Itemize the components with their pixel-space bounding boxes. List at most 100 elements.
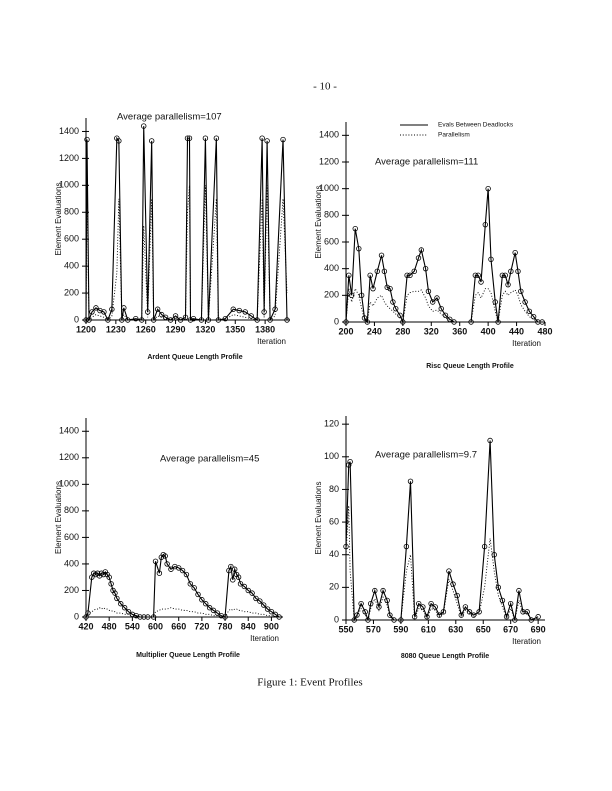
y-tick-label: 1200 xyxy=(59,153,79,163)
x-axis-label: Iteration xyxy=(250,634,279,643)
series-line xyxy=(85,607,280,618)
x-tick-label: 480 xyxy=(537,326,552,336)
data-point xyxy=(505,281,511,288)
data-point xyxy=(177,317,184,323)
data-point xyxy=(264,606,271,612)
data-point xyxy=(183,571,190,578)
x-tick-label: 420 xyxy=(78,621,93,631)
data-point xyxy=(356,245,362,252)
data-point xyxy=(105,317,111,323)
data-point xyxy=(530,313,537,320)
data-point xyxy=(364,319,371,325)
y-tick-label: 1000 xyxy=(59,479,79,489)
data-point xyxy=(133,315,139,322)
data-point xyxy=(482,221,488,228)
y-axis-label: Element Evaluations xyxy=(54,183,63,256)
data-point xyxy=(222,315,229,322)
data-point xyxy=(367,272,373,279)
data-point xyxy=(512,249,518,256)
data-point xyxy=(235,574,242,580)
x-tick-label: 570 xyxy=(366,624,381,634)
data-point xyxy=(424,614,430,620)
data-point xyxy=(187,581,193,587)
data-point xyxy=(260,602,267,608)
y-tick-label: 600 xyxy=(64,234,79,244)
x-tick-label: 660 xyxy=(171,621,186,631)
x-tick-label: 650 xyxy=(476,624,491,634)
data-point xyxy=(442,312,449,319)
data-point xyxy=(454,592,460,599)
data-point xyxy=(106,574,112,580)
y-tick-label: 100 xyxy=(324,451,339,461)
x-tick-label: 720 xyxy=(194,621,209,631)
x-tick-label: 440 xyxy=(509,326,524,336)
data-point xyxy=(168,566,174,572)
y-tick-label: 800 xyxy=(324,210,339,220)
data-point xyxy=(526,308,533,315)
data-point xyxy=(83,317,89,323)
data-point xyxy=(481,543,488,550)
data-point xyxy=(276,614,282,620)
data-point xyxy=(503,614,510,620)
data-point xyxy=(365,617,371,623)
data-point xyxy=(478,279,484,285)
x-tick-label: 840 xyxy=(241,621,256,631)
y-tick-label: 1400 xyxy=(59,126,79,136)
y-tick-label: 600 xyxy=(324,236,339,246)
data-point xyxy=(167,317,174,323)
data-point xyxy=(404,272,410,279)
data-point xyxy=(420,604,426,610)
data-point xyxy=(186,135,193,141)
data-point xyxy=(156,570,163,576)
data-point xyxy=(257,598,263,604)
data-point xyxy=(152,558,159,564)
y-axis-label: Element Evaluations xyxy=(54,481,63,554)
data-point xyxy=(93,305,99,311)
x-tick-label: 1260 xyxy=(136,324,156,334)
data-point xyxy=(434,295,440,301)
annotation: Average parallelism=9.7 xyxy=(375,450,477,461)
y-tick-label: 0 xyxy=(334,316,339,326)
data-point xyxy=(125,608,132,615)
data-point xyxy=(162,314,169,321)
data-point xyxy=(535,614,541,620)
data-point xyxy=(354,612,360,618)
data-point xyxy=(518,288,524,295)
data-point xyxy=(381,268,388,275)
y-tick-label: 120 xyxy=(324,419,339,429)
data-point xyxy=(411,614,418,620)
data-point xyxy=(112,590,118,596)
data-point xyxy=(522,299,528,305)
data-point xyxy=(418,247,425,253)
data-point xyxy=(150,614,157,620)
data-point xyxy=(416,600,422,607)
data-point xyxy=(195,591,201,598)
data-point xyxy=(139,317,145,323)
data-point xyxy=(430,299,436,305)
series-line xyxy=(345,188,543,324)
data-point xyxy=(203,601,209,607)
data-point xyxy=(440,609,447,615)
data-point xyxy=(446,568,452,574)
data-point xyxy=(376,604,382,610)
data-point xyxy=(210,607,217,614)
data-point xyxy=(268,608,275,615)
data-point xyxy=(346,272,352,279)
data-point xyxy=(125,317,131,323)
x-tick-label: 240 xyxy=(367,326,382,336)
data-point xyxy=(499,597,506,604)
data-point xyxy=(184,135,191,141)
y-tick-label: 1200 xyxy=(319,156,339,166)
data-point xyxy=(499,272,506,279)
data-point xyxy=(264,138,270,144)
data-point xyxy=(164,561,170,567)
data-point xyxy=(230,577,236,583)
data-point xyxy=(361,315,368,321)
data-point xyxy=(470,612,477,618)
y-tick-label: 800 xyxy=(64,207,79,217)
data-point xyxy=(84,136,90,143)
data-point xyxy=(374,268,380,275)
y-tick-label: 20 xyxy=(329,582,339,592)
x-tick-label: 540 xyxy=(125,621,140,631)
